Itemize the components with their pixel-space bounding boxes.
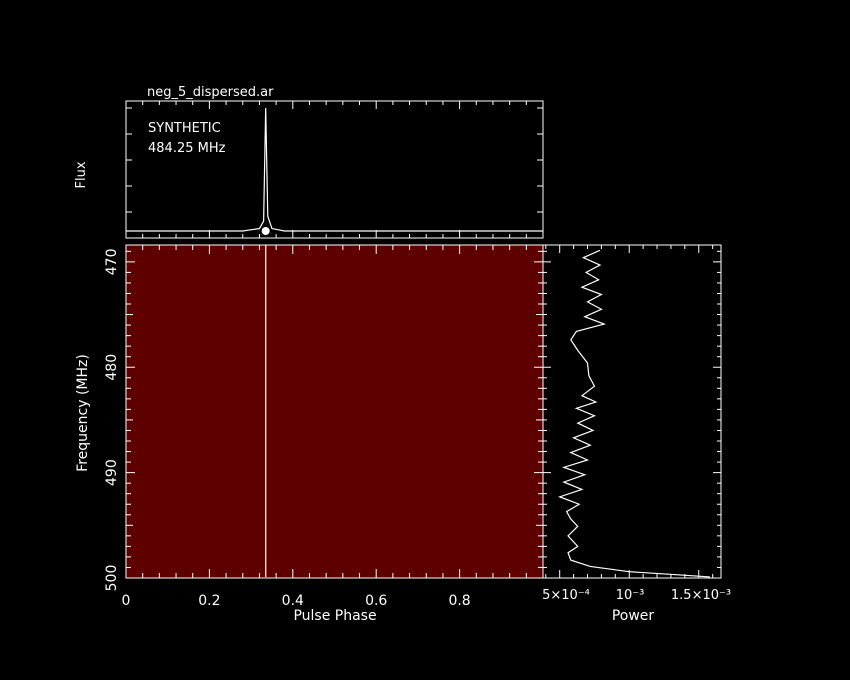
source-annotation: SYNTHETIC [148,121,221,136]
phase-tick-label: 0.4 [282,593,304,609]
phase-tick-label: 0.6 [365,593,387,609]
profile-panel: SYNTHETIC 484.25 MHz Flux [74,100,544,239]
frequency-axis-label: Frequency (MHz) [75,354,91,472]
frequency-tick-label: 500 [104,565,120,592]
bandpass-panel: 5×10⁻⁴ 10⁻³ 1.5×10⁻³ Power [542,244,731,624]
frequency-tick-label: 470 [104,248,120,275]
power-tick-label-0: 5×10⁻⁴ [542,588,590,603]
flux-axis-label: Flux [74,161,89,188]
plot-title: neg_5_dispersed.ar [147,85,274,100]
power-tick-label-1: 10⁻³ [616,588,645,603]
power-axis-label: Power [612,608,655,624]
frequency-annotation: 484.25 MHz [148,141,226,156]
phase-axis-label: Pulse Phase [293,608,376,624]
profile-line [126,107,543,232]
phase-tick-labels: 0 0.2 0.4 0.6 0.8 [122,593,471,609]
bandpass-ticks [543,245,721,579]
waterfall-heatmap [126,245,543,578]
profile-frame [125,100,544,239]
phase-tick-label: 0.8 [448,593,470,609]
power-tick-label-2: 1.5×10⁻³ [671,588,731,603]
phase-tick-label: 0.2 [198,593,220,609]
frequency-tick-labels: 470 480 490 500 [104,248,120,591]
bandpass-frame [542,244,722,579]
frequency-tick-label: 490 [104,459,120,486]
bandpass-line [557,249,710,578]
waterfall-ticks [125,245,544,579]
phase-tick-label: 0 [122,593,131,609]
profile-peak-marker [261,227,270,235]
waterfall-panel: 0 0.2 0.4 0.6 0.8 470 480 490 500 Pulse Phase F… [75,244,544,624]
frequency-tick-label: 480 [104,354,120,381]
